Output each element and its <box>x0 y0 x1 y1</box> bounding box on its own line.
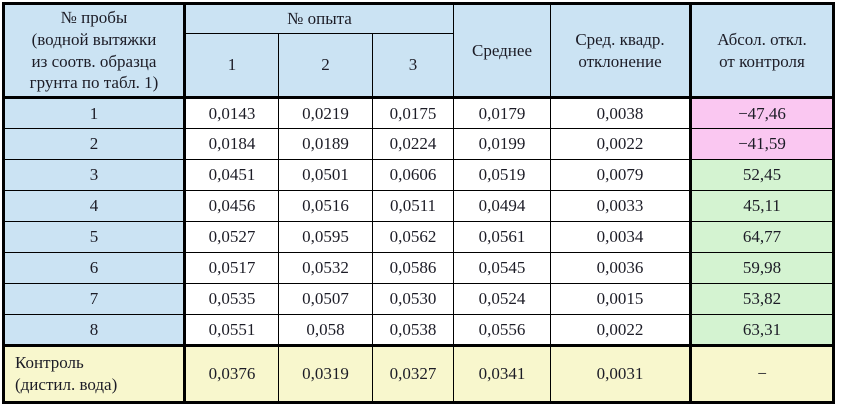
std-value-cell: 0,0033 <box>550 190 691 222</box>
sample-number-cell: 8 <box>3 314 186 346</box>
mean-value-cell: 0,0524 <box>453 283 551 315</box>
exp3-value-cell: 0,0586 <box>372 252 454 284</box>
exp1-value-cell: 0,0535 <box>184 283 279 315</box>
abs-deviation-cell: −41,59 <box>689 128 834 160</box>
control-label-cell: Контроль (дистил. вода) <box>3 344 186 403</box>
header-row-top: № пробы (водной вытяжки из соотв. образц… <box>3 3 834 99</box>
exp2-value-cell: 0,0595 <box>278 221 373 253</box>
table-header: № пробы (водной вытяжки из соотв. образц… <box>3 3 834 100</box>
std-value-cell: 0,0022 <box>550 128 691 160</box>
table-row-6: 6 0,0517 0,0532 0,0586 0,0545 0,0036 59,… <box>3 252 834 284</box>
sample-number-cell: 6 <box>3 252 186 284</box>
mean-value-cell: 0,0199 <box>453 128 551 160</box>
sample-number-cell: 7 <box>3 283 186 315</box>
abs-deviation-cell: − <box>689 344 834 403</box>
table-row-5: 5 0,0527 0,0595 0,0562 0,0561 0,0034 64,… <box>3 221 834 253</box>
column-header-experiment: № опыта <box>184 3 454 34</box>
column-header-exp-3: 3 <box>372 32 454 100</box>
control-row: Контроль (дистил. вода) 0,0376 0,0319 0,… <box>3 344 834 403</box>
sample-number-cell: 1 <box>3 97 186 129</box>
exp3-value-cell: 0,0175 <box>372 97 454 129</box>
abs-deviation-cell: 45,11 <box>689 190 834 222</box>
exp1-value-cell: 0,0517 <box>184 252 279 284</box>
std-value-cell: 0,0022 <box>550 314 691 346</box>
exp1-value-cell: 0,0527 <box>184 221 279 253</box>
column-header-exp-2: 2 <box>278 32 373 100</box>
std-value-cell: 0,0015 <box>550 283 691 315</box>
table-row-8: 8 0,0551 0,058 0,0538 0,0556 0,0022 63,3… <box>3 314 834 346</box>
sample-number-cell: 5 <box>3 221 186 253</box>
exp1-value-cell: 0,0456 <box>184 190 279 222</box>
column-header-exp-1: 1 <box>184 32 279 100</box>
abs-deviation-cell: 64,77 <box>689 221 834 253</box>
data-table: № пробы (водной вытяжки из соотв. образц… <box>2 2 835 404</box>
table-body: 1 0,0143 0,0219 0,0175 0,0179 0,0038 −47… <box>3 97 834 403</box>
exp1-value-cell: 0,0451 <box>184 159 279 191</box>
exp3-value-cell: 0,0530 <box>372 283 454 315</box>
exp1-value-cell: 0,0143 <box>184 97 279 129</box>
exp3-value-cell: 0,0538 <box>372 314 454 346</box>
exp2-value-cell: 0,0516 <box>278 190 373 222</box>
table-row-4: 4 0,0456 0,0516 0,0511 0,0494 0,0033 45,… <box>3 190 834 222</box>
exp3-value-cell: 0,0562 <box>372 221 454 253</box>
exp3-value-cell: 0,0224 <box>372 128 454 160</box>
table-row-1: 1 0,0143 0,0219 0,0175 0,0179 0,0038 −47… <box>3 97 834 129</box>
exp3-value-cell: 0,0327 <box>372 344 454 403</box>
std-value-cell: 0,0079 <box>550 159 691 191</box>
abs-deviation-cell: 52,45 <box>689 159 834 191</box>
table-row-2: 2 0,0184 0,0189 0,0224 0,0199 0,0022 −41… <box>3 128 834 160</box>
abs-deviation-cell: 59,98 <box>689 252 834 284</box>
std-value-cell: 0,0031 <box>550 344 691 403</box>
mean-value-cell: 0,0519 <box>453 159 551 191</box>
sample-number-cell: 4 <box>3 190 186 222</box>
std-value-cell: 0,0034 <box>550 221 691 253</box>
std-value-cell: 0,0036 <box>550 252 691 284</box>
exp2-value-cell: 0,058 <box>278 314 373 346</box>
exp2-value-cell: 0,0219 <box>278 97 373 129</box>
exp3-value-cell: 0,0606 <box>372 159 454 191</box>
exp1-value-cell: 0,0551 <box>184 314 279 346</box>
exp2-value-cell: 0,0507 <box>278 283 373 315</box>
abs-deviation-cell: −47,46 <box>689 97 834 129</box>
mean-value-cell: 0,0341 <box>453 344 551 403</box>
column-header-sample: № пробы (водной вытяжки из соотв. образц… <box>3 3 186 99</box>
exp2-value-cell: 0,0532 <box>278 252 373 284</box>
column-header-std: Сред. квадр. отклонение <box>550 3 691 99</box>
table-row-3: 3 0,0451 0,0501 0,0606 0,0519 0,0079 52,… <box>3 159 834 191</box>
exp1-value-cell: 0,0376 <box>184 344 279 403</box>
header-row-experiments: 1 2 3 <box>4 32 834 100</box>
abs-deviation-cell: 63,31 <box>689 314 834 346</box>
mean-value-cell: 0,0179 <box>453 97 551 129</box>
mean-value-cell: 0,0556 <box>453 314 551 346</box>
abs-deviation-cell: 53,82 <box>689 283 834 315</box>
exp2-value-cell: 0,0189 <box>278 128 373 160</box>
mean-value-cell: 0,0545 <box>453 252 551 284</box>
column-header-abs: Абсол. откл. от контроля <box>689 3 834 99</box>
std-value-cell: 0,0038 <box>550 97 691 129</box>
exp1-value-cell: 0,0184 <box>184 128 279 160</box>
sample-number-cell: 2 <box>3 128 186 160</box>
column-header-mean: Среднее <box>453 3 551 99</box>
table-container: № пробы (водной вытяжки из соотв. образц… <box>2 2 835 404</box>
table-row-7: 7 0,0535 0,0507 0,0530 0,0524 0,0015 53,… <box>3 283 834 315</box>
mean-value-cell: 0,0494 <box>453 190 551 222</box>
sample-number-cell: 3 <box>3 159 186 191</box>
exp2-value-cell: 0,0501 <box>278 159 373 191</box>
exp3-value-cell: 0,0511 <box>372 190 454 222</box>
mean-value-cell: 0,0561 <box>453 221 551 253</box>
exp2-value-cell: 0,0319 <box>278 344 373 403</box>
